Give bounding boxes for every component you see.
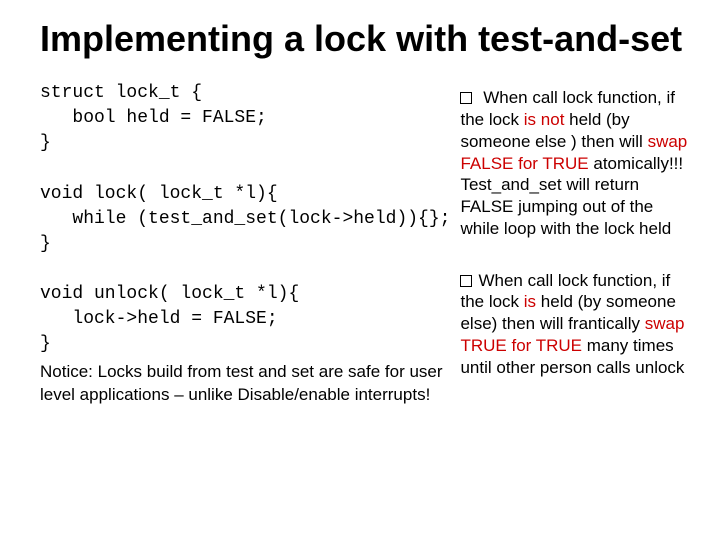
code-line: void unlock( lock_t *l){ xyxy=(40,282,450,307)
code-line: lock->held = FALSE; xyxy=(40,307,450,332)
slide-title: Implementing a lock with test-and-set xyxy=(40,18,692,59)
code-gap xyxy=(40,256,450,282)
annotation-column: When call lock function, if the lock is … xyxy=(460,81,692,408)
code-line: } xyxy=(40,131,450,156)
bullet-square-icon xyxy=(460,92,472,104)
code-line: } xyxy=(40,232,450,257)
bullet-item: When call lock function, if the lock is … xyxy=(460,270,692,379)
code-gap xyxy=(40,156,450,182)
code-column: struct lock_t { bool held = FALSE; } voi… xyxy=(40,81,450,408)
bullet-item: When call lock function, if the lock is … xyxy=(460,87,692,239)
code-line: struct lock_t { xyxy=(40,81,450,106)
code-line: bool held = FALSE; xyxy=(40,106,450,131)
code-line: void lock( lock_t *l){ xyxy=(40,182,450,207)
bullet-emphasis: is xyxy=(524,292,536,311)
code-line: while (test_and_set(lock->held)){}; xyxy=(40,207,450,232)
code-line: } xyxy=(40,332,450,357)
bullet-square-icon xyxy=(460,275,472,287)
content-area: struct lock_t { bool held = FALSE; } voi… xyxy=(40,81,692,408)
bullet-emphasis: is not xyxy=(524,110,565,129)
note-text: Notice: Locks build from test and set ar… xyxy=(40,361,450,407)
